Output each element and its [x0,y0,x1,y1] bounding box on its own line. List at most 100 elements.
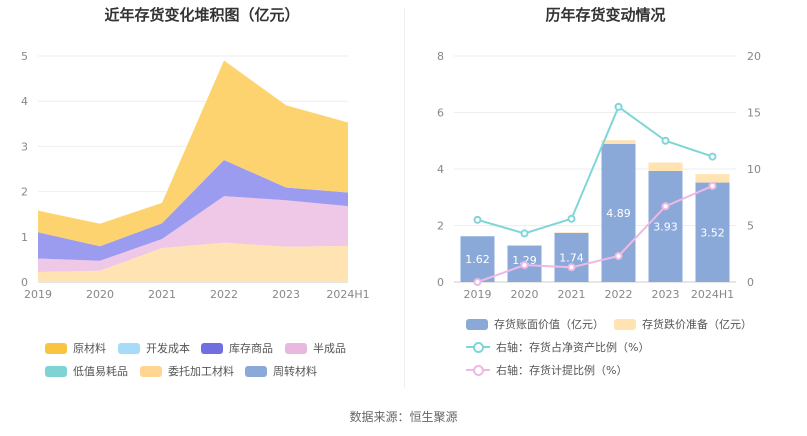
line-point [473,215,482,224]
legend-item[interactable]: 原材料 [45,340,106,356]
bar-line-chart: 0 2 4 6 8 0 5 10 15 20 2019 2020 2021 2022 2023 2024H1 1… [437,50,761,301]
legend-swatch [45,342,67,354]
x-tick-label: 2022 [605,288,633,301]
legend-swatch [45,365,67,377]
line-point [614,102,623,111]
x-tick-label: 2019 [464,288,492,301]
legend-item[interactable]: 低值易耗品 [45,363,128,379]
line-net-asset-ratio [477,105,713,235]
area-series-委托加工材料 [38,242,348,282]
y-right-tick-label: 20 [747,50,761,63]
bar-book-value [460,236,495,282]
y-left-tick-label: 2 [437,220,444,233]
legend-label: 委托加工材料 [168,365,234,378]
legend-item[interactable]: 存货跌价准备（亿元） [614,316,752,332]
area-series-半成品 [38,196,348,273]
panel-divider [404,8,405,388]
y-left-tick-label: 6 [437,107,444,120]
bar-value-label: 3.93 [653,220,678,233]
left-legend: 原材料 开发成本 库存商品 半成品低值易耗品 委托加工材料 周转材料 [0,340,404,380]
bar-impairment [554,232,589,233]
legend-item[interactable]: 存货账面价值（亿元） [466,316,604,332]
legend-item[interactable]: 右轴：存货占净资产比例（%） [466,339,649,355]
legend-item[interactable]: 委托加工材料 [140,363,234,379]
legend-label: 周转材料 [273,365,317,378]
y-tick-label: 4 [21,95,28,108]
stacked-area-panel: 近年存货变化堆积图（亿元） 0 1 2 3 4 5 2019 2020 2021 2022 2023… [0,0,404,390]
legend-swatch [614,318,636,330]
legend-swatch [466,364,490,376]
x-tick-label: 2019 [24,288,52,301]
legend-swatch [466,341,490,353]
legend-item[interactable]: 半成品 [285,340,346,356]
line-point [567,214,576,223]
legend-swatch [466,318,488,330]
data-source: 数据来源：恒生聚源 [349,410,458,424]
y-right-tick-label: 0 [747,276,754,289]
bar-value-label: 1.62 [465,253,490,266]
legend-item[interactable]: 开发成本 [118,340,190,356]
line-point [473,278,482,286]
right-legend: 存货账面价值（亿元） 存货跌价准备（亿元） 右轴：存货占净资产比例（%） 右轴：存货计… [404,316,807,386]
bar-book-value [648,170,683,282]
x-tick-label: 2023 [652,288,680,301]
legend-swatch [140,365,162,377]
bar-impairment [648,162,683,171]
bar-value-label: 3.52 [700,226,725,239]
bar-value-label: 1.29 [512,254,537,267]
stacked-area-chart: 0 1 2 3 4 5 2019 2020 2021 2022 2023 2024H1 [21,50,370,301]
x-tick-label: 2021 [558,288,586,301]
line-point [567,263,576,272]
legend-label: 右轴：存货计提比例（%） [496,364,628,377]
y-left-tick-label: 0 [437,276,444,289]
left-chart-title: 近年存货变化堆积图（亿元） [104,6,300,24]
x-tick-label: 2020 [511,288,539,301]
x-tick-label: 2020 [86,288,114,301]
legend-item[interactable]: 库存商品 [201,340,273,356]
y-tick-label: 5 [21,50,28,63]
x-tick-label: 2022 [210,288,238,301]
y-tick-label: 2 [21,186,28,199]
bar-book-value [695,182,730,282]
legend-label: 右轴：存货占净资产比例（%） [496,341,650,354]
area-series-原材料 [38,60,348,247]
legend-swatch [201,342,223,354]
legend-label: 存货跌价准备（亿元） [642,318,752,331]
x-tick-label: 2024H1 [691,288,734,301]
legend-swatch [245,365,267,377]
line-point [614,252,623,261]
legend-label: 库存商品 [229,342,273,355]
y-right-tick-label: 5 [747,220,754,233]
line-point [661,202,670,211]
legend-label: 存货账面价值（亿元） [494,318,604,331]
line-point [520,229,529,238]
legend-item[interactable]: 右轴：存货计提比例（%） [466,362,627,378]
y-left-tick-label: 4 [437,163,444,176]
bar-value-label: 4.89 [606,207,631,220]
y-right-tick-label: 15 [747,107,761,120]
line-point [661,136,670,145]
y-tick-label: 3 [21,140,28,153]
bar-book-value [554,232,589,282]
y-tick-label: 0 [21,276,28,289]
legend-item[interactable]: 周转材料 [245,363,317,379]
line-point [520,261,529,270]
legend-label: 原材料 [73,342,106,355]
legend-swatch [285,342,307,354]
legend-label: 低值易耗品 [73,365,128,378]
x-tick-label: 2024H1 [326,288,369,301]
bar-value-label: 1.74 [559,251,584,264]
x-tick-label: 2023 [272,288,300,301]
legend-swatch [118,342,140,354]
x-tick-label: 2021 [148,288,176,301]
bar-impairment [695,174,730,183]
legend-label: 开发成本 [146,342,190,355]
bar-line-panel: 历年存货变动情况 0 2 4 6 8 0 5 10 15 20 2019 2020 2021 2022 20… [404,0,807,390]
right-chart-title: 历年存货变动情况 [545,6,666,24]
line-provision-ratio [477,185,713,283]
y-tick-label: 1 [21,231,28,244]
line-point [708,152,717,161]
bar-impairment [601,140,636,144]
legend-label: 半成品 [313,342,346,355]
y-left-tick-label: 8 [437,50,444,63]
